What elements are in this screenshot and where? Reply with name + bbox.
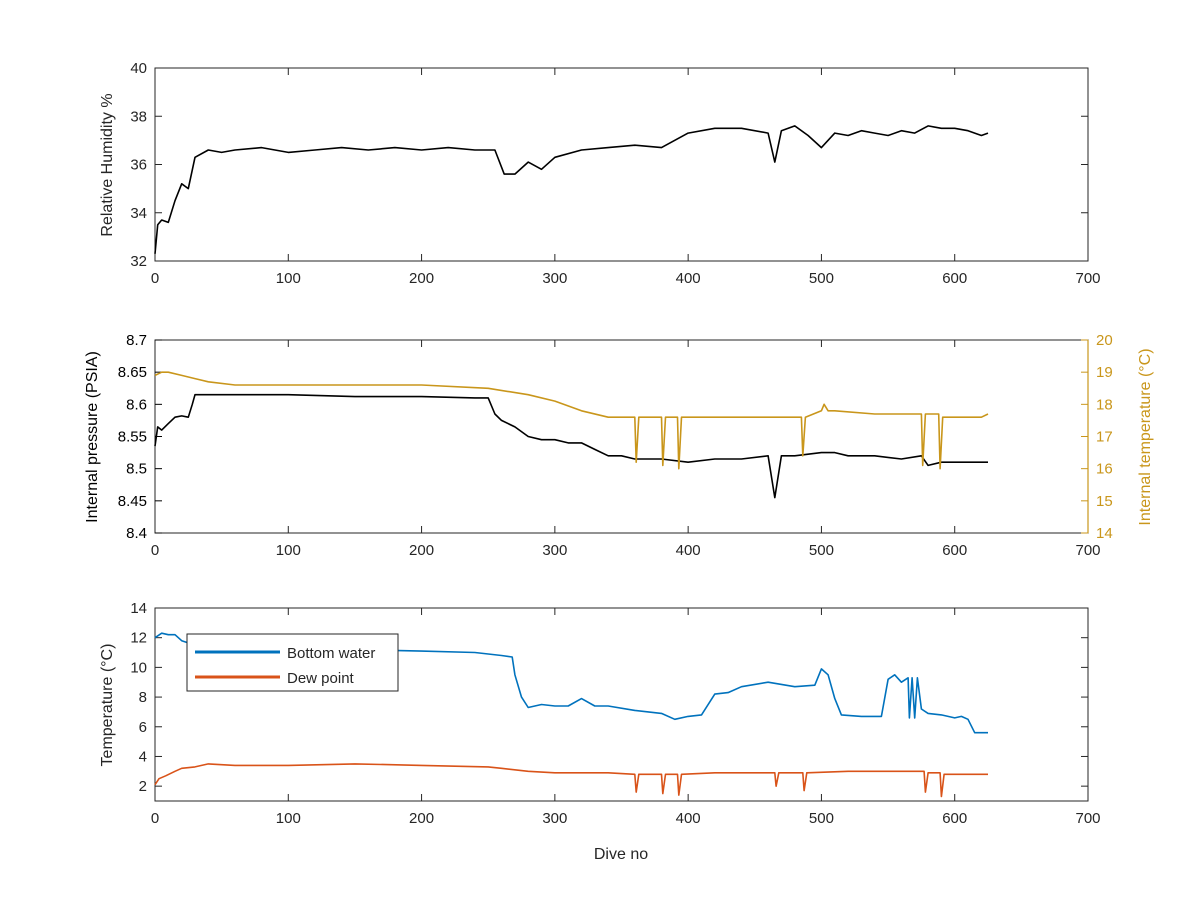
y-tick-label: 8.7 (126, 332, 147, 349)
y-tick-label: 2 (139, 778, 147, 795)
temperature-panel: 0 100 200 300 400 500 600 700 2 4 6 8 10 12 14 Tempera… (99, 600, 1101, 863)
series-line-dew-point (154, 763, 988, 798)
series-line-0-0 (154, 125, 989, 254)
x-tick-label: 300 (542, 810, 567, 827)
tick-group: 0 100 200 300 400 500 600 700 32 34 36 38 40 (130, 60, 1100, 287)
series-group (154, 371, 989, 499)
x-tick-label: 700 (1075, 810, 1100, 827)
y-axis-label: Internal pressure (PSIA) (84, 351, 101, 523)
y-axis-label: Temperature (°C) (99, 644, 116, 767)
x-tick-label: 700 (1075, 542, 1100, 559)
x-tick-label: 700 (1075, 270, 1100, 287)
x-tick-label: 400 (676, 542, 701, 559)
x-tick-label: 600 (942, 810, 967, 827)
y-tick-label: 8.4 (126, 525, 147, 542)
tick-group: 0 100 200 300 400 500 600 700 8.4 8.45 8.5 8.55 8.6 8… (118, 332, 1113, 559)
y-tick-label: 10 (130, 659, 147, 676)
y2-tick-label: 19 (1096, 364, 1113, 381)
y2-tick-label: 20 (1096, 332, 1113, 349)
x-tick-label: 100 (276, 810, 301, 827)
x-tick-label: 100 (276, 270, 301, 287)
legend-box (186, 633, 399, 692)
pressure-panel: 0 100 200 300 400 500 600 700 8.4 8.45 8.5 8.55 8.6 8… (84, 332, 1154, 559)
y-tick-label: 40 (130, 60, 147, 77)
x-tick-label: 600 (942, 270, 967, 287)
y2-tick-label: 14 (1096, 525, 1113, 542)
x-tick-label: 400 (676, 270, 701, 287)
y-tick-label: 6 (139, 719, 147, 736)
y-tick-label: 8.5 (126, 461, 147, 478)
x-tick-label: 500 (809, 542, 834, 559)
x-tick-label: 600 (942, 542, 967, 559)
x-tick-label: 200 (409, 542, 434, 559)
y2-axis-label: Internal temperature (°C) (1137, 348, 1154, 525)
x-tick-label: 400 (676, 810, 701, 827)
x-tick-label: 0 (151, 810, 159, 827)
legend-label-bottom-water: Bottom water (287, 645, 375, 662)
y2-tick-label: 18 (1096, 396, 1113, 413)
y-tick-label: 32 (130, 253, 147, 270)
x-tick-label: 500 (809, 270, 834, 287)
y-tick-label: 8.65 (118, 364, 147, 381)
x-tick-label: 500 (809, 810, 834, 827)
humidity-panel: 0 100 200 300 400 500 600 700 32 34 36 38 40 Relativ… (99, 60, 1101, 287)
x-tick-label: 0 (151, 270, 159, 287)
x-tick-label: 0 (151, 542, 159, 559)
series-group (154, 125, 989, 254)
legend: Bottom water Dew point (186, 633, 399, 692)
y-tick-label: 8.45 (118, 493, 147, 510)
y-tick-label: 34 (130, 205, 147, 222)
y-tick-label: 8 (139, 689, 147, 706)
y-tick-label: 38 (130, 108, 147, 125)
x-tick-label: 300 (542, 270, 567, 287)
y-tick-label: 8.6 (126, 396, 147, 413)
y2-tick-label: 16 (1096, 461, 1113, 478)
tick-group: 0 100 200 300 400 500 600 700 2 4 6 8 10 12 14 (130, 600, 1100, 827)
y-axis-label: Relative Humidity % (99, 93, 116, 236)
series-line-1-1 (154, 371, 989, 470)
x-tick-label: 200 (409, 810, 434, 827)
y-tick-label: 14 (130, 600, 147, 617)
plot-frame (154, 339, 1089, 534)
y2-tick-label: 15 (1096, 493, 1113, 510)
x-tick-label: 300 (542, 542, 567, 559)
series-line-1-0 (154, 393, 988, 499)
y2-tick-label: 17 (1096, 429, 1113, 446)
y-tick-label: 12 (130, 630, 147, 647)
x-axis-label: Dive no (594, 846, 648, 863)
y-tick-label: 8.55 (118, 429, 147, 446)
legend-label-dew-point: Dew point (287, 670, 355, 687)
y-tick-label: 4 (139, 748, 147, 765)
x-tick-label: 100 (276, 542, 301, 559)
plot-frame (154, 67, 1089, 262)
y-tick-label: 36 (130, 157, 147, 174)
x-tick-label: 200 (409, 270, 434, 287)
